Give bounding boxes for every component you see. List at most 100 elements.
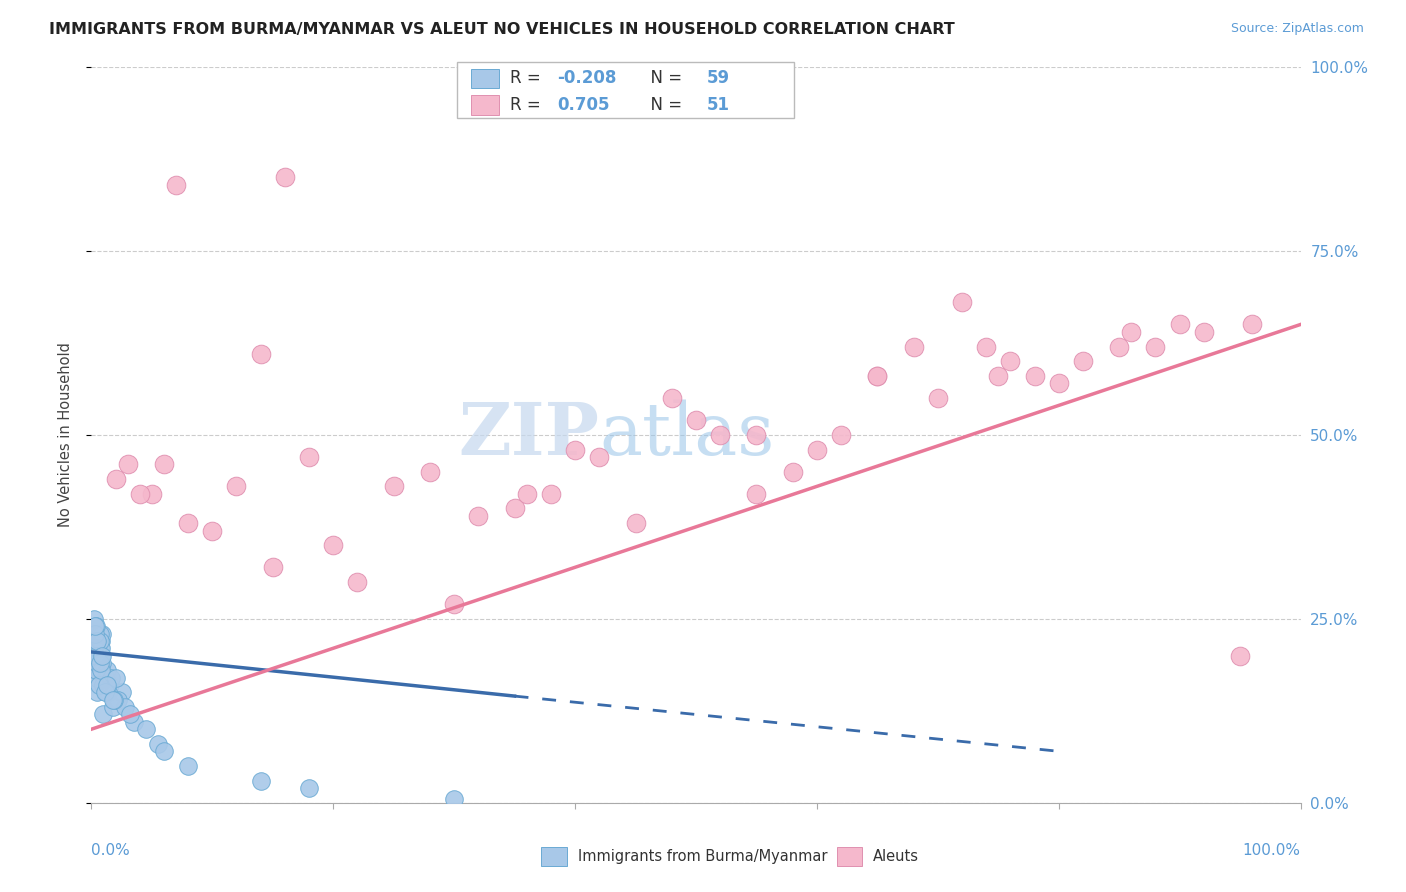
Point bbox=[298, 781, 321, 796]
Point bbox=[86, 656, 108, 670]
Text: 59: 59 bbox=[707, 70, 730, 87]
Point bbox=[122, 714, 145, 729]
Point bbox=[1121, 325, 1143, 339]
Point bbox=[135, 723, 157, 737]
Point bbox=[101, 692, 124, 706]
Text: 51: 51 bbox=[707, 96, 730, 114]
Point bbox=[806, 442, 828, 457]
Point bbox=[90, 633, 112, 648]
Point bbox=[443, 597, 465, 611]
Point bbox=[94, 685, 117, 699]
Point bbox=[153, 457, 176, 471]
Point bbox=[93, 678, 115, 692]
Point bbox=[84, 619, 107, 633]
Point bbox=[91, 626, 114, 640]
Point bbox=[84, 648, 107, 663]
Point bbox=[87, 664, 110, 678]
Point bbox=[89, 626, 111, 640]
Point bbox=[564, 442, 586, 457]
Point bbox=[93, 707, 115, 722]
Point bbox=[927, 391, 949, 405]
Point bbox=[98, 678, 121, 692]
Point bbox=[1024, 369, 1046, 384]
Point bbox=[117, 457, 139, 471]
Point bbox=[419, 465, 441, 479]
Point bbox=[93, 685, 115, 699]
Point bbox=[86, 671, 108, 685]
Text: R =: R = bbox=[510, 70, 547, 87]
Point bbox=[165, 178, 187, 192]
Point bbox=[685, 413, 707, 427]
Point bbox=[201, 524, 224, 538]
Point bbox=[104, 671, 127, 685]
Point bbox=[86, 633, 108, 648]
Point bbox=[503, 501, 526, 516]
Text: N =: N = bbox=[640, 70, 688, 87]
Text: ZIP: ZIP bbox=[458, 400, 599, 470]
Point bbox=[89, 656, 111, 670]
Point bbox=[84, 626, 107, 640]
Point bbox=[101, 700, 124, 714]
Point bbox=[1192, 325, 1215, 339]
Point bbox=[84, 648, 107, 663]
Text: 0.705: 0.705 bbox=[557, 96, 609, 114]
Point bbox=[84, 664, 107, 678]
Point bbox=[104, 472, 127, 486]
Text: IMMIGRANTS FROM BURMA/MYANMAR VS ALEUT NO VEHICLES IN HOUSEHOLD CORRELATION CHAR: IMMIGRANTS FROM BURMA/MYANMAR VS ALEUT N… bbox=[49, 22, 955, 37]
Point bbox=[120, 707, 142, 722]
Point bbox=[177, 759, 200, 773]
Text: atlas: atlas bbox=[599, 400, 775, 470]
Point bbox=[249, 347, 271, 361]
Point bbox=[225, 479, 247, 493]
Point bbox=[90, 641, 112, 656]
Point bbox=[443, 792, 465, 806]
Point bbox=[1108, 340, 1130, 354]
Point bbox=[87, 648, 110, 663]
Point bbox=[177, 516, 200, 530]
Point bbox=[624, 516, 647, 530]
Text: Aleuts: Aleuts bbox=[873, 849, 920, 863]
Point bbox=[1144, 340, 1167, 354]
Text: 0.0%: 0.0% bbox=[91, 843, 131, 858]
Point bbox=[146, 737, 169, 751]
Point bbox=[84, 656, 107, 670]
Point bbox=[83, 612, 105, 626]
Point bbox=[709, 427, 731, 442]
Point bbox=[96, 678, 118, 692]
Point bbox=[588, 450, 610, 464]
Text: N =: N = bbox=[640, 96, 688, 114]
Text: Source: ZipAtlas.com: Source: ZipAtlas.com bbox=[1230, 22, 1364, 36]
Point bbox=[346, 574, 368, 589]
Point bbox=[540, 487, 562, 501]
Point bbox=[262, 560, 284, 574]
Point bbox=[974, 340, 997, 354]
Point bbox=[86, 685, 108, 699]
Point bbox=[89, 641, 111, 656]
Text: R =: R = bbox=[510, 96, 547, 114]
Point bbox=[866, 369, 889, 384]
Point bbox=[782, 465, 804, 479]
Point bbox=[322, 538, 344, 552]
Y-axis label: No Vehicles in Household: No Vehicles in Household bbox=[58, 343, 73, 527]
Point bbox=[84, 633, 107, 648]
Point bbox=[114, 700, 136, 714]
Point bbox=[93, 678, 115, 692]
Point bbox=[91, 656, 114, 670]
Point bbox=[903, 340, 925, 354]
Point bbox=[1229, 648, 1251, 663]
Point bbox=[90, 664, 112, 678]
Point bbox=[987, 369, 1010, 384]
Point bbox=[866, 369, 889, 384]
Text: -0.208: -0.208 bbox=[557, 70, 616, 87]
Point bbox=[141, 487, 163, 501]
Point bbox=[1241, 318, 1264, 332]
Point bbox=[91, 648, 114, 663]
Point bbox=[94, 671, 117, 685]
Point bbox=[1071, 354, 1094, 368]
Point bbox=[89, 633, 111, 648]
Point bbox=[830, 427, 852, 442]
Point bbox=[1000, 354, 1022, 368]
Point bbox=[274, 170, 297, 185]
Point bbox=[153, 744, 176, 758]
Point bbox=[100, 671, 122, 685]
